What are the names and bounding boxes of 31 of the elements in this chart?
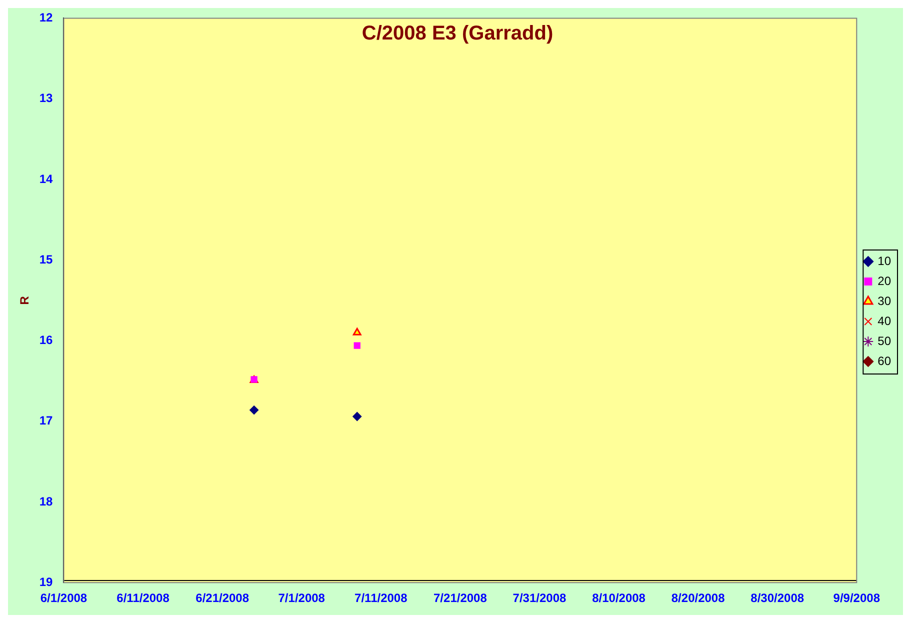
legend-label: 30 — [878, 294, 892, 308]
chart-title: C/2008 E3 (Garradd) — [362, 22, 554, 45]
x-tick-label: 9/9/2008 — [833, 591, 880, 606]
point — [250, 406, 259, 415]
y-tick-label: 14 — [39, 172, 54, 186]
y-tick-label: 17 — [39, 414, 54, 428]
y-tick-label: 13 — [39, 91, 54, 106]
legend-label: 60 — [878, 354, 892, 368]
y-tick-label: 19 — [39, 574, 54, 589]
legend-label: 10 — [878, 254, 892, 268]
x-tick-label: 8/30/2008 — [750, 591, 804, 606]
y-tick-label: 16 — [39, 333, 54, 348]
x-tick-label: 7/11/2008 — [354, 591, 408, 606]
x-tick-label: 7/21/2008 — [434, 591, 488, 606]
x-tick-label: 8/10/2008 — [592, 591, 646, 606]
x-tick-label: 6/21/2008 — [196, 591, 250, 606]
legend-label: 50 — [878, 334, 892, 348]
y-tick-label: 18 — [39, 494, 54, 508]
x-tick-label: 6/1/2008 — [40, 591, 88, 606]
legend-label: 20 — [878, 274, 892, 288]
y-tick-label: 12 — [39, 10, 54, 25]
y-tick-label: 15 — [39, 252, 54, 266]
point — [354, 342, 360, 349]
point — [352, 328, 362, 336]
x-tick-label: 7/1/2008 — [278, 591, 326, 606]
y-axis-title: R — [18, 296, 32, 305]
point — [352, 412, 362, 422]
legend-label: 40 — [878, 314, 892, 328]
x-tick-label: 7/31/2008 — [512, 591, 567, 606]
x-tick-label: 8/20/2008 — [671, 591, 726, 606]
x-tick-label: 6/11/2008 — [116, 591, 170, 606]
